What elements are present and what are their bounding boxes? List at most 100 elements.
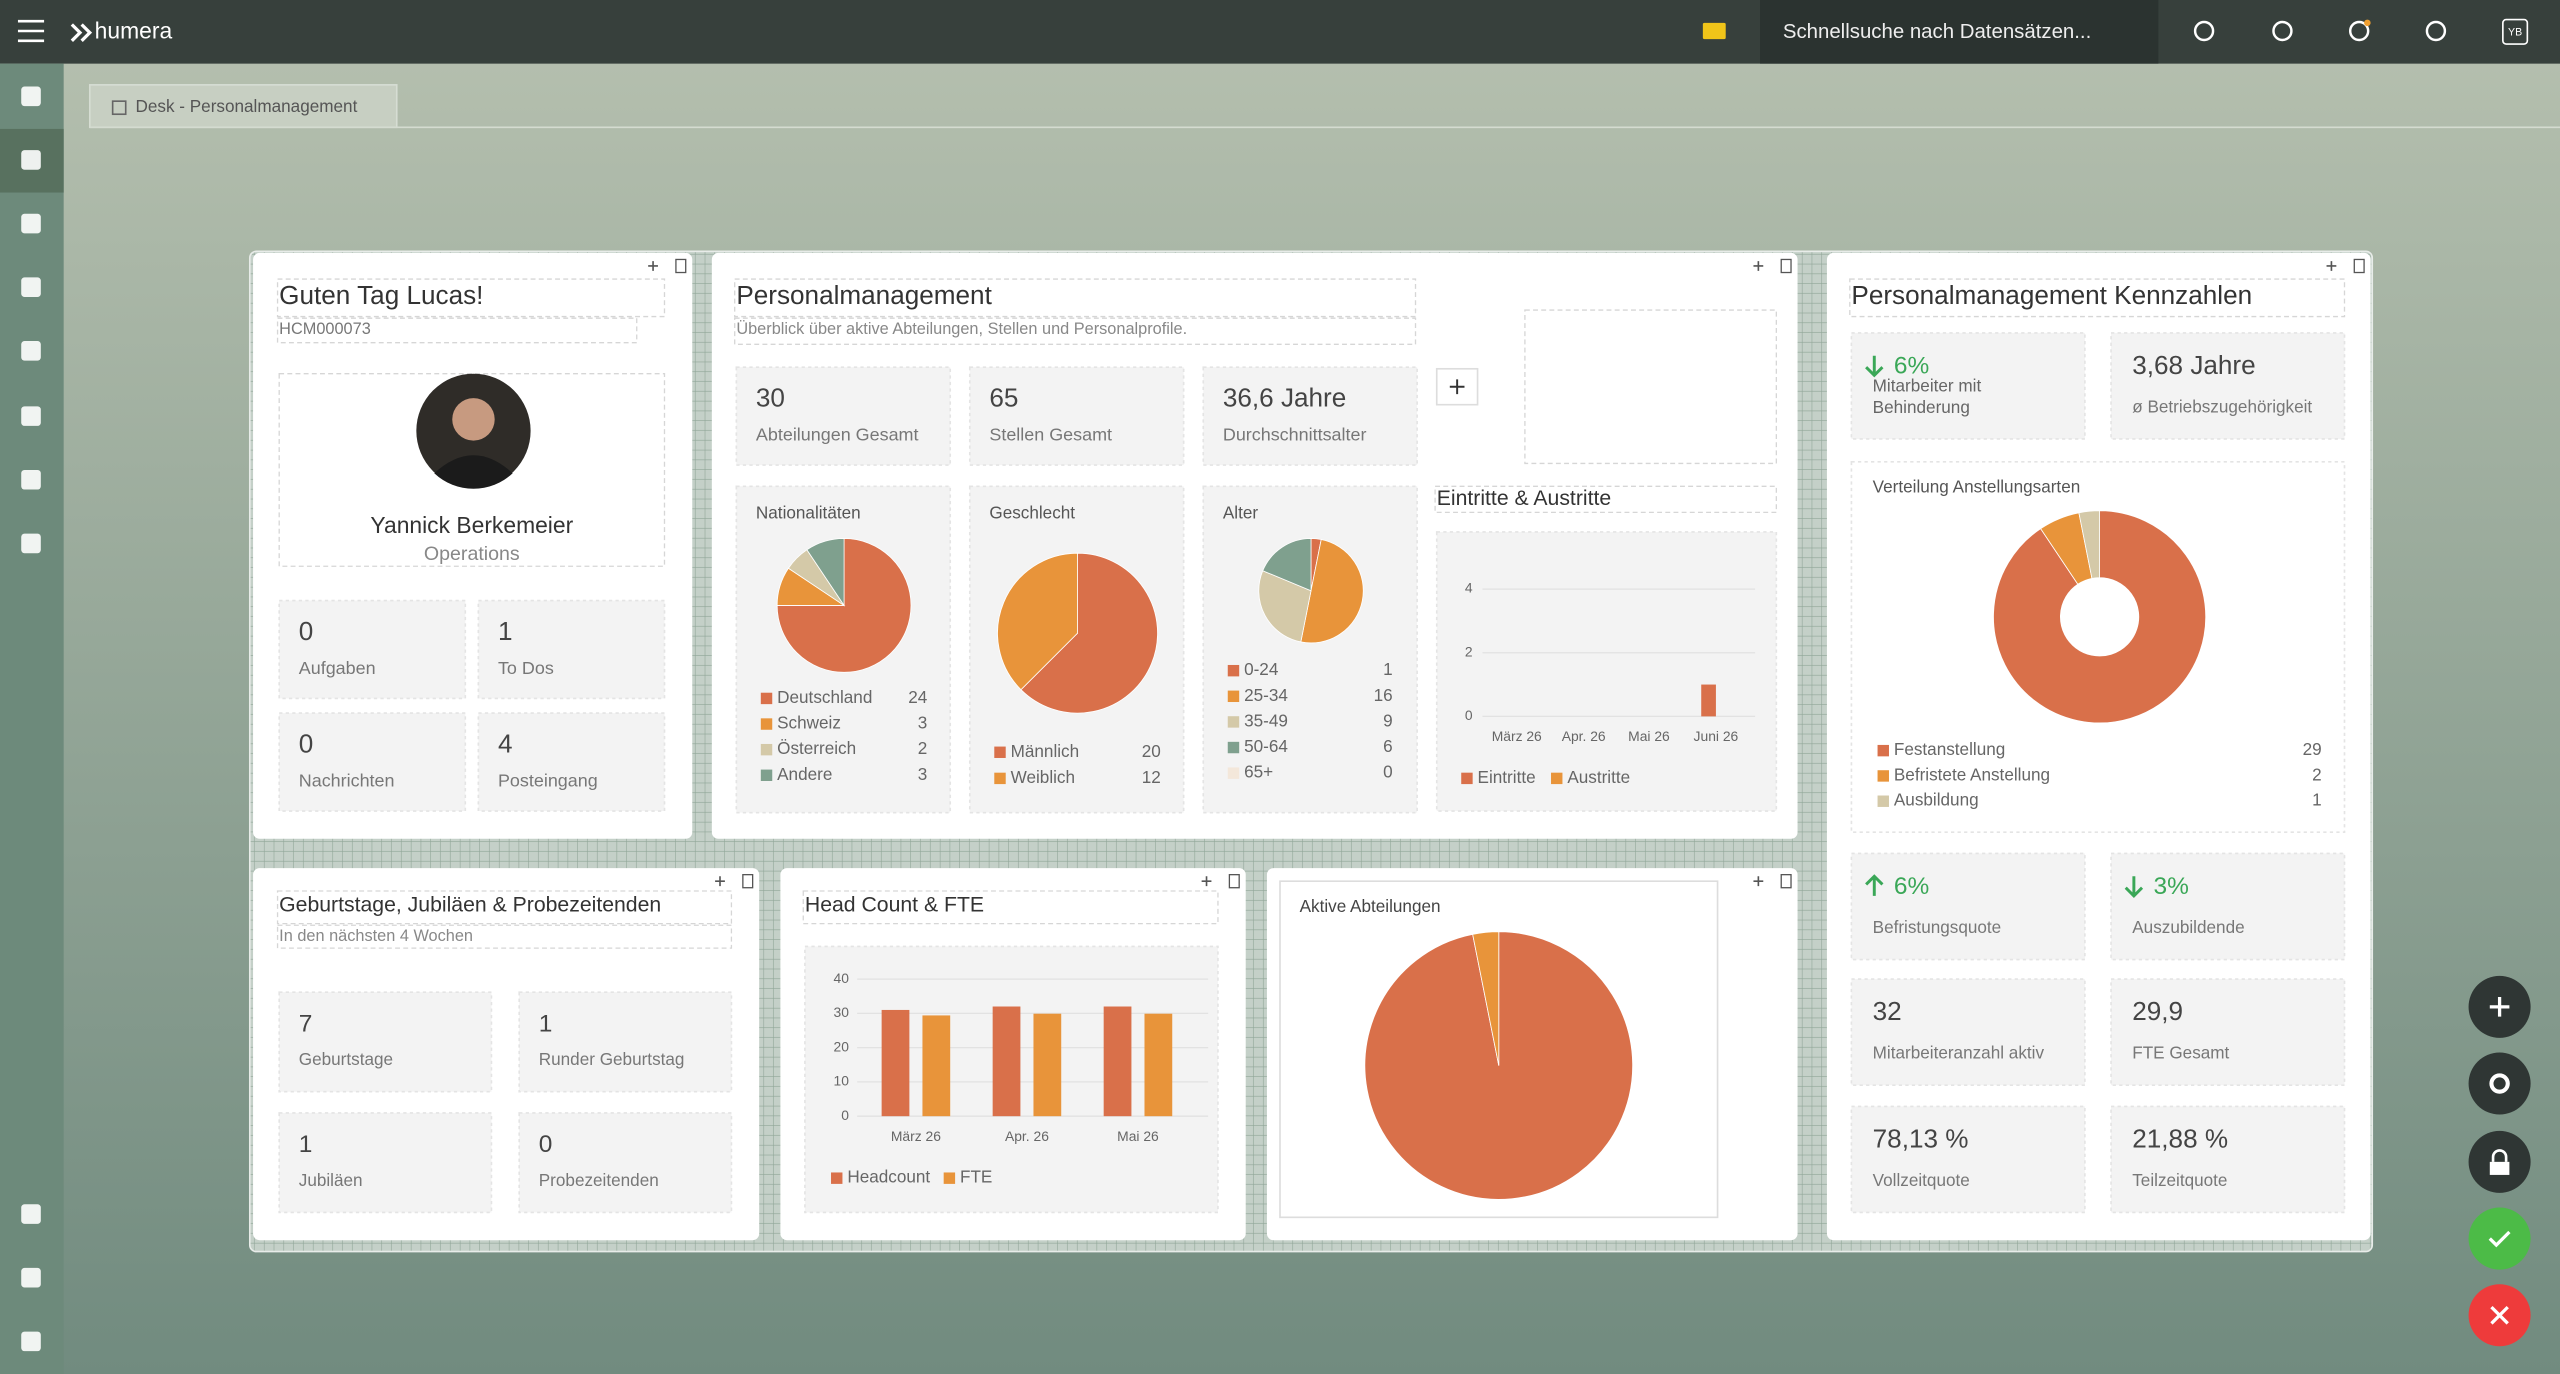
profile-name: Yannick Berkemeier [370, 512, 573, 538]
card-title: Personalmanagement [736, 280, 992, 310]
sidebar-icon[interactable] [21, 1267, 41, 1288]
tile [1850, 978, 2086, 1086]
chart-title: Alter [1223, 503, 1259, 523]
legend-value: 1 [1383, 659, 1393, 679]
legend-swatch [943, 1172, 956, 1184]
tile [278, 599, 467, 700]
bar [1033, 1013, 1062, 1117]
sidebar-icon[interactable] [21, 86, 41, 107]
x-tick-label: März 26 [891, 1128, 941, 1144]
floating-button[interactable] [2468, 1130, 2531, 1193]
header-icon[interactable] [2425, 20, 2447, 42]
y-tick-label: 0 [841, 1107, 849, 1123]
sidebar [0, 63, 64, 1374]
tile [1202, 366, 1418, 466]
tile-value: 3% [2153, 873, 2188, 900]
x-tick-label: Apr. 26 [1005, 1128, 1049, 1144]
dashed-frame [276, 317, 638, 344]
card-add-icon[interactable] [1753, 261, 1764, 271]
tile [518, 991, 733, 1093]
card-delete-icon[interactable] [2353, 258, 2365, 274]
sidebar-icon[interactable] [21, 213, 41, 234]
card-delete-icon[interactable] [1780, 874, 1792, 889]
tile-label: Befristungsquote [1873, 917, 2002, 937]
legend-value: 0 [1383, 762, 1393, 782]
tile-value: 32 [1873, 996, 1902, 1026]
pie-slice [1993, 510, 2207, 724]
sidebar-icon[interactable] [21, 341, 41, 361]
tile [278, 991, 493, 1093]
tile-value: 6% [1894, 873, 1929, 900]
y-tick-label: 2 [1465, 643, 1473, 659]
card-delete-icon[interactable] [1228, 874, 1240, 889]
pie-slice [776, 538, 912, 673]
chart-title: Verteilung Anstellungsarten [1873, 476, 2081, 496]
card-delete-icon[interactable] [742, 874, 754, 889]
sidebar-icon[interactable] [21, 1204, 41, 1224]
sidebar-icon[interactable] [21, 150, 41, 170]
legend-swatch [1227, 741, 1240, 754]
floating-button[interactable] [2468, 1207, 2531, 1270]
legend-swatch [760, 769, 773, 781]
legend-value: 2 [2312, 764, 2322, 784]
profile-department: Operations [424, 543, 520, 565]
y-tick-label: 40 [834, 970, 850, 986]
trend-arrow [1865, 874, 1884, 896]
tile-label: Mitarbeiteranzahl aktiv [1873, 1043, 2045, 1063]
card-add-icon[interactable] [1753, 876, 1764, 887]
tile-value: 6% [1894, 353, 1929, 380]
header-icon[interactable] [2348, 20, 2370, 42]
card-add-icon[interactable] [715, 876, 725, 887]
legend-label: Festanstellung [1894, 739, 2005, 759]
legend-swatch [1877, 744, 1889, 757]
tab-icon [111, 100, 127, 116]
news-icon[interactable] [1702, 22, 1726, 40]
search-box[interactable] [1760, 0, 2159, 64]
brand-logo [70, 23, 93, 42]
legend-label: 50-64 [1244, 736, 1288, 756]
card-add-icon[interactable] [1201, 876, 1212, 887]
card-delete-icon[interactable] [1780, 258, 1792, 274]
tile-label: Mitarbeiter mit Behinderung [1872, 376, 1982, 418]
x-tick-label: Mai 26 [1117, 1128, 1159, 1144]
legend-swatch [994, 746, 1006, 758]
x-tick-label: Mai 26 [1628, 728, 1670, 744]
tile-value: 21,88 % [2132, 1124, 2228, 1154]
sidebar-icon[interactable] [21, 469, 41, 490]
bar [922, 1015, 951, 1117]
tab-label: Desk - Personalmanagement [136, 96, 358, 116]
legend-label: Österreich [777, 738, 856, 758]
tab[interactable] [88, 84, 398, 129]
sidebar-icon[interactable] [21, 1331, 41, 1352]
sidebar-icon[interactable] [21, 406, 41, 426]
sidebar-icon[interactable] [21, 277, 41, 297]
pie-slice [806, 538, 845, 607]
legend-swatch [1227, 664, 1240, 677]
tile [2110, 1105, 2346, 1214]
profile-photo-body [434, 455, 513, 489]
card-subtitle: Überblick über aktive Abteilungen, Stell… [736, 320, 1187, 338]
tile [278, 1112, 493, 1214]
legend-value: 29 [2303, 739, 2322, 759]
floating-button[interactable] [2468, 1052, 2531, 1115]
chart-title: Nationalitäten [756, 503, 861, 523]
tile [477, 599, 666, 700]
header-icon[interactable] [2272, 20, 2293, 42]
tile-label: To Dos [498, 658, 554, 678]
bar [881, 1009, 910, 1117]
tile [735, 366, 952, 466]
card-add-icon[interactable] [648, 261, 658, 271]
legend-value: 3 [918, 713, 928, 733]
card-delete-icon[interactable] [675, 258, 687, 274]
sidebar-icon[interactable] [21, 533, 41, 554]
chart-panel [1435, 531, 1778, 812]
tile [518, 1112, 733, 1214]
legend-label: Männlich [1011, 741, 1080, 761]
legend-value: 24 [908, 687, 928, 707]
card-add-icon[interactable] [2326, 261, 2337, 271]
dashed-frame [278, 373, 666, 567]
avatar-box[interactable] [2502, 18, 2529, 45]
header-icon[interactable] [2193, 20, 2215, 42]
dashed-frame [276, 924, 733, 949]
